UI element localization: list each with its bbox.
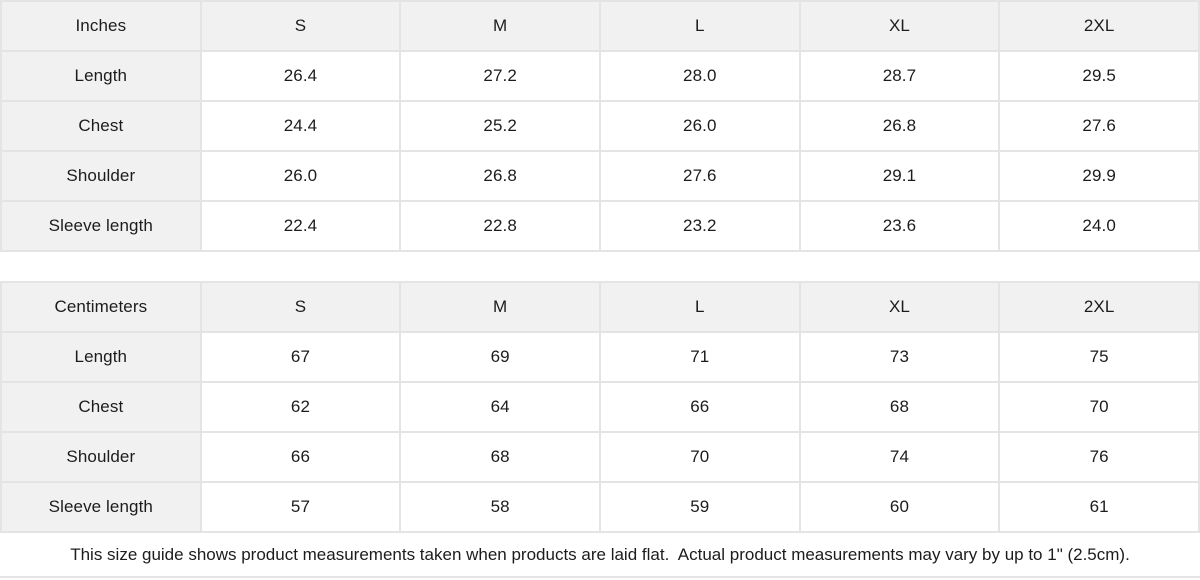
measurement-value-cell: 22.8 xyxy=(399,200,601,252)
measurement-value-cell: 24.0 xyxy=(998,200,1200,252)
table-row: Sleeve length 57 58 59 60 61 xyxy=(0,481,1200,533)
measurement-value-cell: 70 xyxy=(998,381,1200,433)
table-row: Sleeve length 22.4 22.8 23.2 23.6 24.0 xyxy=(0,200,1200,252)
size-column-header: S xyxy=(199,281,402,333)
measurement-value-cell: 69 xyxy=(399,331,601,383)
measurement-value-cell: 73 xyxy=(798,331,1001,383)
row-label-cell: Chest xyxy=(0,100,202,152)
measurement-value-cell: 66 xyxy=(598,381,801,433)
size-column-header: 2XL xyxy=(998,281,1200,333)
row-label-cell: Chest xyxy=(0,381,202,433)
measurement-value-cell: 26.0 xyxy=(598,100,801,152)
measurement-value-cell: 27.6 xyxy=(598,150,801,202)
measurement-value-cell: 27.6 xyxy=(998,100,1200,152)
measurement-value-cell: 70 xyxy=(598,431,801,483)
measurement-value-cell: 29.5 xyxy=(998,50,1200,102)
row-label-cell: Sleeve length xyxy=(0,200,202,252)
table-row: Chest 62 64 66 68 70 xyxy=(0,381,1200,433)
table-row: Shoulder 66 68 70 74 76 xyxy=(0,431,1200,483)
measurement-value-cell: 74 xyxy=(798,431,1001,483)
measurement-value-cell: 62 xyxy=(199,381,402,433)
measurement-value-cell: 58 xyxy=(399,481,601,533)
measurement-value-cell: 27.2 xyxy=(399,50,601,102)
measurement-value-cell: 66 xyxy=(199,431,402,483)
measurement-value-cell: 68 xyxy=(798,381,1001,433)
unit-header-cell: Centimeters xyxy=(0,281,202,333)
measurement-value-cell: 61 xyxy=(998,481,1200,533)
size-guide-note-text: This size guide shows product measuremen… xyxy=(70,544,1130,564)
size-column-header: M xyxy=(399,0,601,52)
size-table-header-row: Centimeters S M L XL 2XL xyxy=(0,281,1200,333)
inches-table: Inches S M L XL 2XL Length 26.4 27.2 28.0 28.7 29.5… xyxy=(0,0,1200,252)
measurement-value-cell: 28.7 xyxy=(798,50,1001,102)
measurement-value-cell: 28.0 xyxy=(598,50,801,102)
size-column-header: M xyxy=(399,281,601,333)
size-column-header: XL xyxy=(798,0,1001,52)
measurement-value-cell: 24.4 xyxy=(199,100,402,152)
measurement-value-cell: 67 xyxy=(199,331,402,383)
size-column-header: L xyxy=(598,281,801,333)
size-column-header: 2XL xyxy=(998,0,1200,52)
measurement-value-cell: 29.9 xyxy=(998,150,1200,202)
measurement-value-cell: 71 xyxy=(598,331,801,383)
table-row: Shoulder 26.0 26.8 27.6 29.1 29.9 xyxy=(0,150,1200,202)
row-label-cell: Shoulder xyxy=(0,150,202,202)
size-column-header: XL xyxy=(798,281,1001,333)
measurement-value-cell: 25.2 xyxy=(399,100,601,152)
size-column-header: S xyxy=(199,0,402,52)
measurement-value-cell: 23.6 xyxy=(798,200,1001,252)
table-row: Length 67 69 71 73 75 xyxy=(0,331,1200,383)
measurement-value-cell: 22.4 xyxy=(199,200,402,252)
row-label-cell: Sleeve length xyxy=(0,481,202,533)
measurement-value-cell: 26.8 xyxy=(399,150,601,202)
measurement-value-cell: 26.4 xyxy=(199,50,402,102)
table-row: Chest 24.4 25.2 26.0 26.8 27.6 xyxy=(0,100,1200,152)
measurement-value-cell: 26.8 xyxy=(798,100,1001,152)
measurement-value-cell: 57 xyxy=(199,481,402,533)
table-row: Length 26.4 27.2 28.0 28.7 29.5 xyxy=(0,50,1200,102)
centimeters-table: Centimeters S M L XL 2XL Length 67 69 71 73 75 Chest… xyxy=(0,281,1200,533)
row-label-cell: Shoulder xyxy=(0,431,202,483)
unit-header-cell: Inches xyxy=(0,0,202,52)
measurement-value-cell: 76 xyxy=(998,431,1200,483)
size-column-header: L xyxy=(598,0,801,52)
measurement-value-cell: 68 xyxy=(399,431,601,483)
size-table-header-row: Inches S M L XL 2XL xyxy=(0,0,1200,52)
measurement-value-cell: 75 xyxy=(998,331,1200,383)
table-gap xyxy=(0,252,1200,281)
measurement-value-cell: 64 xyxy=(399,381,601,433)
measurement-value-cell: 59 xyxy=(598,481,801,533)
measurement-value-cell: 26.0 xyxy=(199,150,402,202)
row-label-cell: Length xyxy=(0,331,202,383)
measurement-value-cell: 23.2 xyxy=(598,200,801,252)
size-guide-note: This size guide shows product measuremen… xyxy=(0,533,1200,578)
row-label-cell: Length xyxy=(0,50,202,102)
measurement-value-cell: 29.1 xyxy=(798,150,1001,202)
measurement-value-cell: 60 xyxy=(798,481,1001,533)
